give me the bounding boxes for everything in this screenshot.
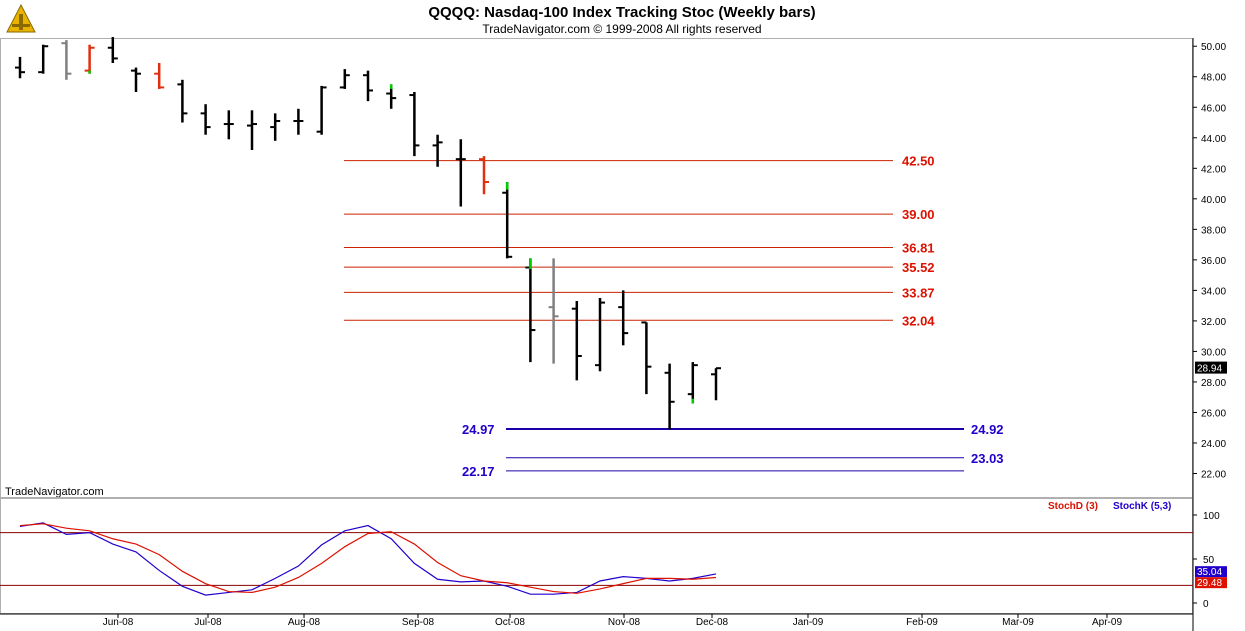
fib-level-label: 36.81 — [902, 240, 935, 255]
stoch-series-line — [19, 522, 717, 596]
trade-navigator-logo-icon — [6, 3, 36, 33]
ohlc-bar — [479, 156, 489, 195]
price-tick-label: 44.00 — [1201, 134, 1226, 145]
price-tick-label: 50.00 — [1201, 42, 1226, 53]
price-tick-label: 26.00 — [1201, 408, 1226, 419]
stoch-k-last-label: 35.04 — [1197, 567, 1222, 578]
ohlc-bar — [61, 40, 72, 80]
fib-level-label: 42.50 — [902, 154, 935, 169]
stoch-tick-label: 0 — [1203, 599, 1209, 610]
x-tick-label: Aug-08 — [288, 617, 321, 628]
fib-level-label: 32.04 — [902, 313, 935, 328]
ohlc-bar — [131, 67, 141, 92]
stoch-tick-label: 50 — [1203, 555, 1215, 566]
x-tick-label: Dec-08 — [696, 617, 729, 628]
support-label-left: 24.97 — [462, 422, 495, 437]
ohlc-bar — [223, 110, 234, 140]
price-tick-label: 24.00 — [1201, 439, 1226, 450]
fib-level-label: 33.87 — [902, 285, 935, 300]
ohlc-bar — [154, 63, 165, 89]
ohlc-bar — [618, 290, 629, 346]
ohlc-bar — [548, 258, 559, 364]
ohlc-bar — [595, 298, 605, 372]
support-label-right: 24.92 — [971, 422, 1004, 437]
legend-stoch-d: StochD (3) — [1048, 501, 1098, 512]
chart-title: QQQQ: Nasdaq-100 Index Tracking Stoc (We… — [428, 4, 815, 21]
ohlc-bar — [641, 321, 652, 395]
ohlc-bar — [409, 92, 420, 157]
x-tick-label: Feb-09 — [906, 617, 938, 628]
x-tick-label: Sep-08 — [402, 617, 435, 628]
price-tick-label: 36.00 — [1201, 256, 1226, 267]
x-tick-label: Nov-08 — [608, 617, 641, 628]
price-tick-label: 34.00 — [1201, 286, 1226, 297]
price-tick-label: 46.00 — [1201, 103, 1226, 114]
ohlc-bar — [316, 85, 327, 135]
ohlc-bar — [711, 367, 721, 401]
ohlc-bar — [38, 44, 49, 74]
ohlc-bar — [525, 258, 536, 363]
ohlc-bar — [107, 37, 118, 64]
ohlc-bar — [270, 113, 281, 141]
ohlc-bar — [571, 301, 582, 381]
support-label-right: 23.03 — [971, 451, 1004, 466]
x-tick-label: Mar-09 — [1002, 617, 1034, 628]
legend-stoch-k: StochK (5,3) — [1113, 501, 1171, 512]
stoch-tick-label: 100 — [1203, 511, 1220, 522]
price-tick-label: 30.00 — [1201, 347, 1226, 358]
ohlc-bar — [177, 79, 188, 123]
price-tick-label: 42.00 — [1201, 164, 1226, 175]
ohlc-bar — [502, 182, 513, 259]
stoch-series-line — [19, 523, 717, 594]
price-tick-label: 32.00 — [1201, 317, 1226, 328]
ohlc-bar — [84, 44, 95, 74]
ohlc-bar — [247, 110, 257, 150]
ohlc-bar — [200, 104, 211, 135]
stoch-k-last-box — [1195, 566, 1227, 578]
ohlc-bar — [15, 56, 25, 79]
price-tick-label: 22.00 — [1201, 470, 1226, 481]
stoch-panel-frame — [0, 498, 1193, 614]
ohlc-bar — [664, 363, 675, 430]
chart-subtitle: TradeNavigator.com © 1999-2008 All right… — [482, 22, 761, 36]
watermark-text: TradeNavigator.com — [5, 486, 104, 498]
ohlc-bar — [687, 362, 698, 404]
price-tick-label: 48.00 — [1201, 73, 1226, 84]
ohlc-bar — [339, 69, 350, 89]
x-tick-label: Oct-08 — [495, 617, 525, 628]
ohlc-bar — [455, 139, 466, 207]
x-tick-label: Jun-08 — [103, 617, 134, 628]
ohlc-bar — [432, 134, 443, 167]
stoch-d-last-label: 29.48 — [1197, 578, 1222, 589]
price-tick-label: 40.00 — [1201, 195, 1226, 206]
x-tick-label: Apr-09 — [1092, 617, 1122, 628]
last-price-label: 28.94 — [1197, 364, 1222, 375]
price-tick-label: 28.00 — [1201, 378, 1226, 389]
x-tick-label: Jul-08 — [194, 617, 222, 628]
stoch-d-last-box — [1195, 577, 1227, 589]
fib-level-label: 35.52 — [902, 260, 935, 275]
x-tick-label: Jan-09 — [793, 617, 824, 628]
ohlc-bar — [363, 70, 373, 102]
price-tick-label: 38.00 — [1201, 225, 1226, 236]
ohlc-bar — [293, 108, 304, 135]
last-price-box — [1195, 361, 1227, 374]
support-label-left: 22.17 — [462, 464, 495, 479]
fib-level-label: 39.00 — [902, 207, 935, 222]
